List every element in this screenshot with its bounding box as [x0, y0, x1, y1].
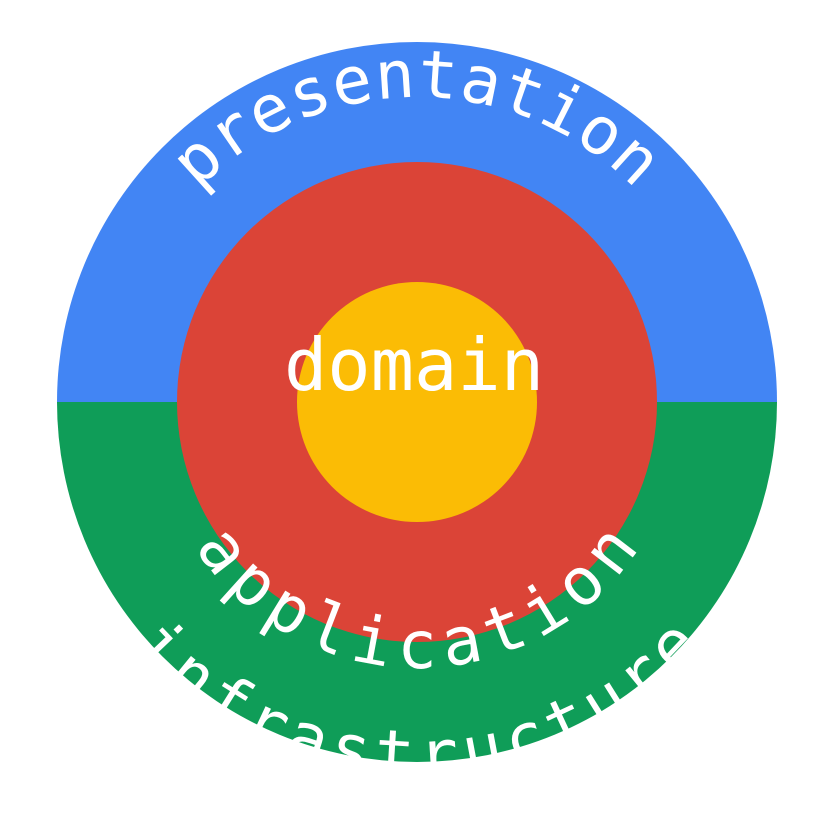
domain-layer	[297, 282, 537, 522]
domain-label: domain	[284, 323, 544, 407]
